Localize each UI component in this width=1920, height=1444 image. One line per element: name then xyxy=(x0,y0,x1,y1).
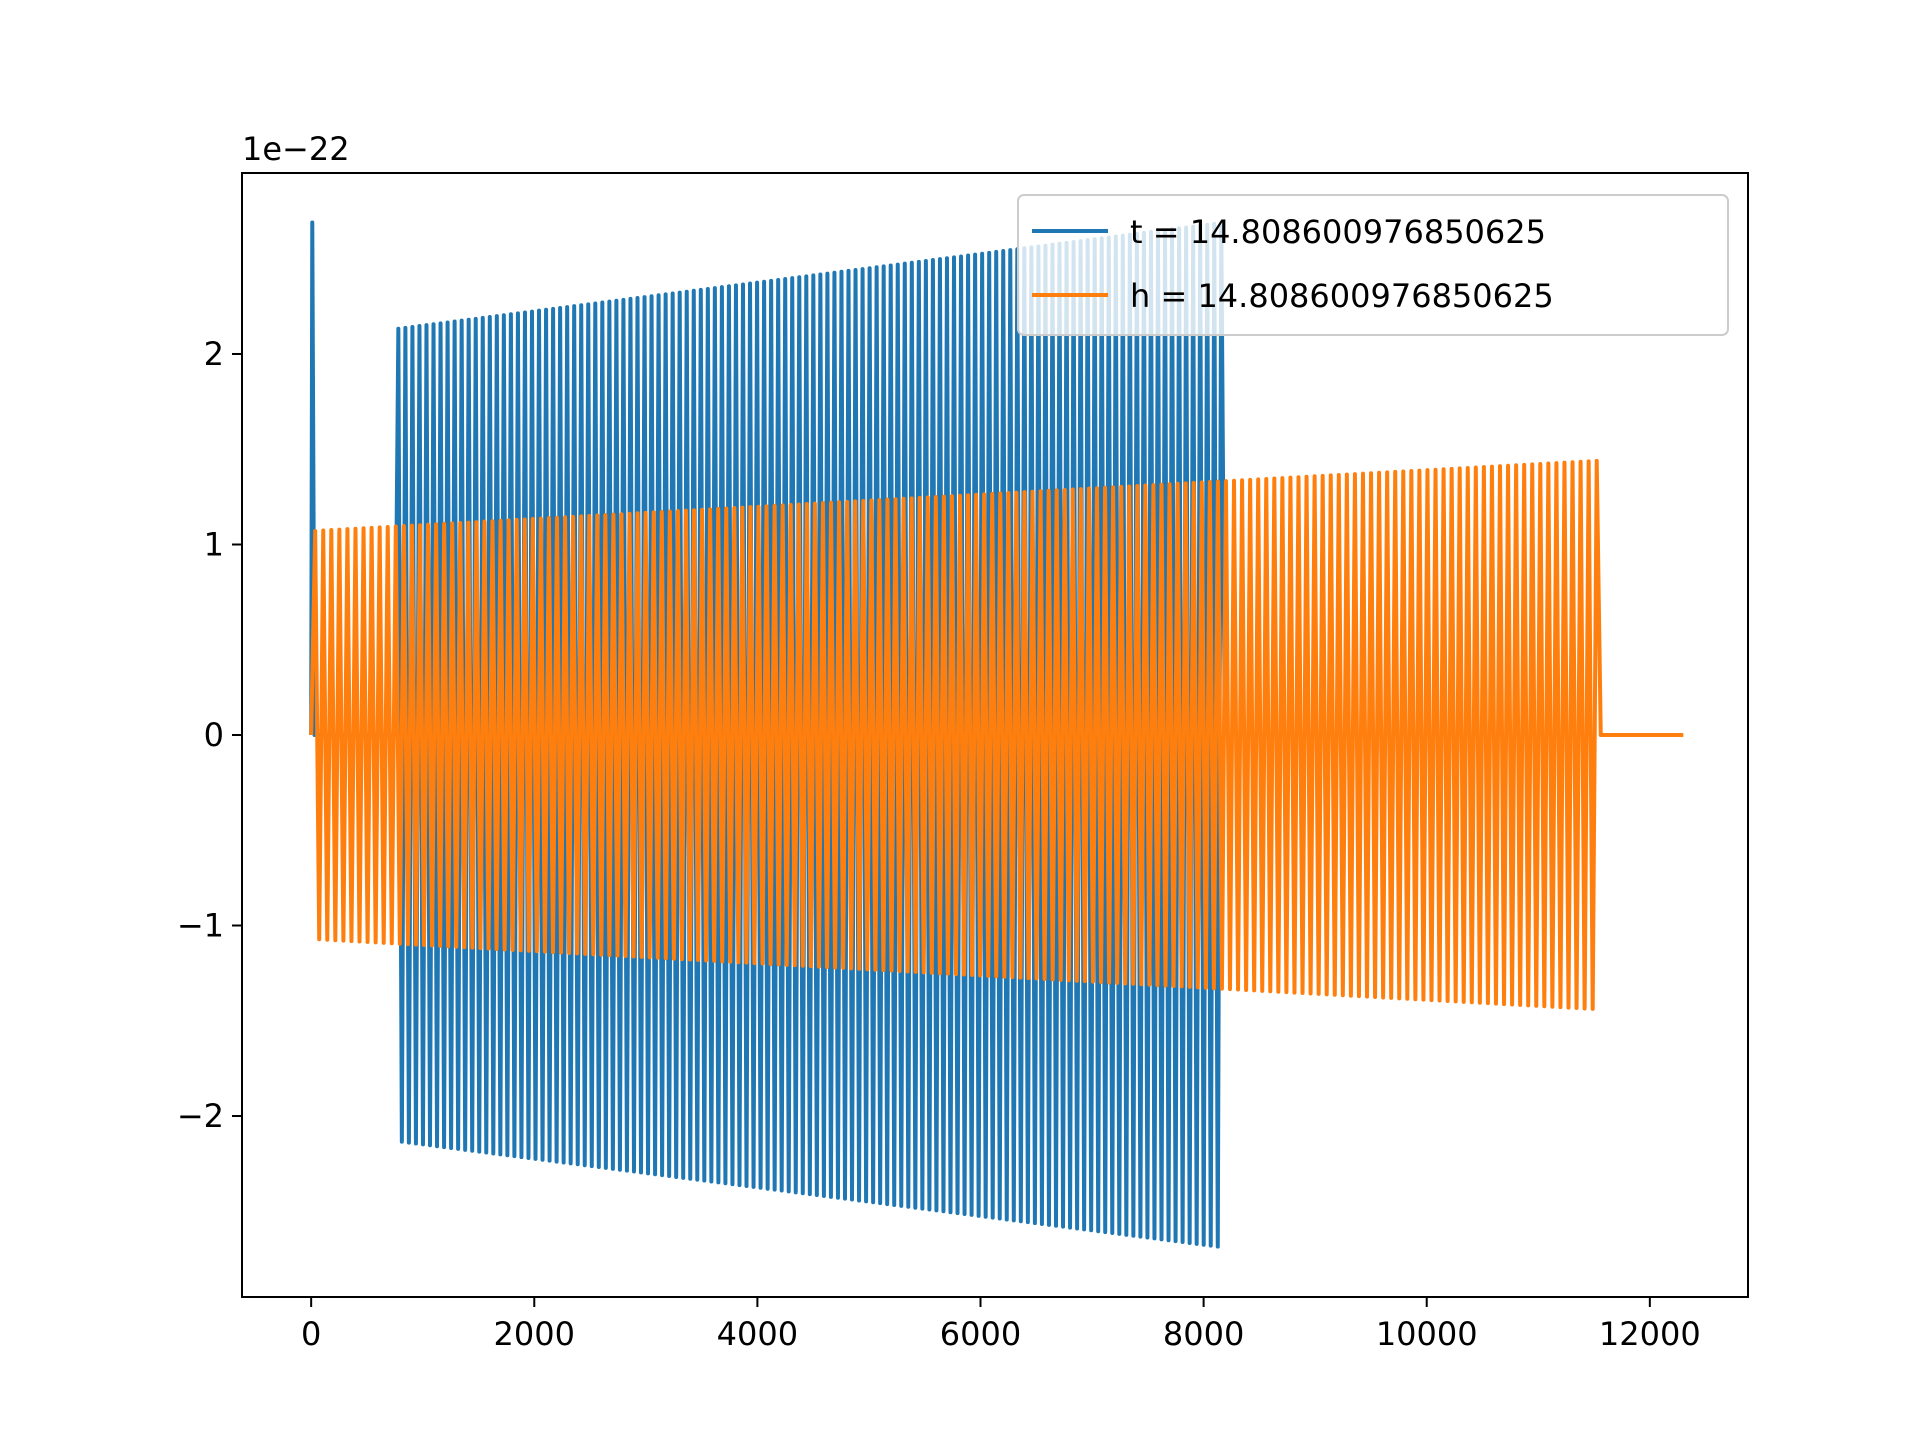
y-axis: −2 −1 0 1 2 xyxy=(177,335,242,1135)
legend: t = 14.808600976850625 h = 14.80860097685… xyxy=(1017,194,1729,336)
x-tick-label: 6000 xyxy=(940,1315,1021,1353)
y-tick-label: −1 xyxy=(177,907,224,945)
y-tick-label: −2 xyxy=(177,1097,224,1135)
x-tick-label: 12000 xyxy=(1599,1315,1701,1353)
x-tick-label: 4000 xyxy=(717,1315,798,1353)
y-offset-label: 1e−22 xyxy=(242,130,350,168)
y-tick-label: 2 xyxy=(204,335,224,373)
legend-box xyxy=(1017,194,1729,336)
legend-label: t = 14.808600976850625 xyxy=(1130,213,1546,251)
x-tick-label: 0 xyxy=(301,1315,321,1353)
legend-label: h = 14.808600976850625 xyxy=(1130,277,1554,315)
x-tick-label: 10000 xyxy=(1376,1315,1478,1353)
x-tick-label: 2000 xyxy=(494,1315,575,1353)
y-tick-label: 1 xyxy=(204,525,224,563)
series-layer xyxy=(309,220,1684,1249)
x-axis: 0 2000 4000 6000 8000 10000 12000 xyxy=(301,1297,1701,1353)
x-tick-label: 8000 xyxy=(1163,1315,1244,1353)
series-line-h xyxy=(309,458,1684,1011)
y-tick-label: 0 xyxy=(204,716,224,754)
